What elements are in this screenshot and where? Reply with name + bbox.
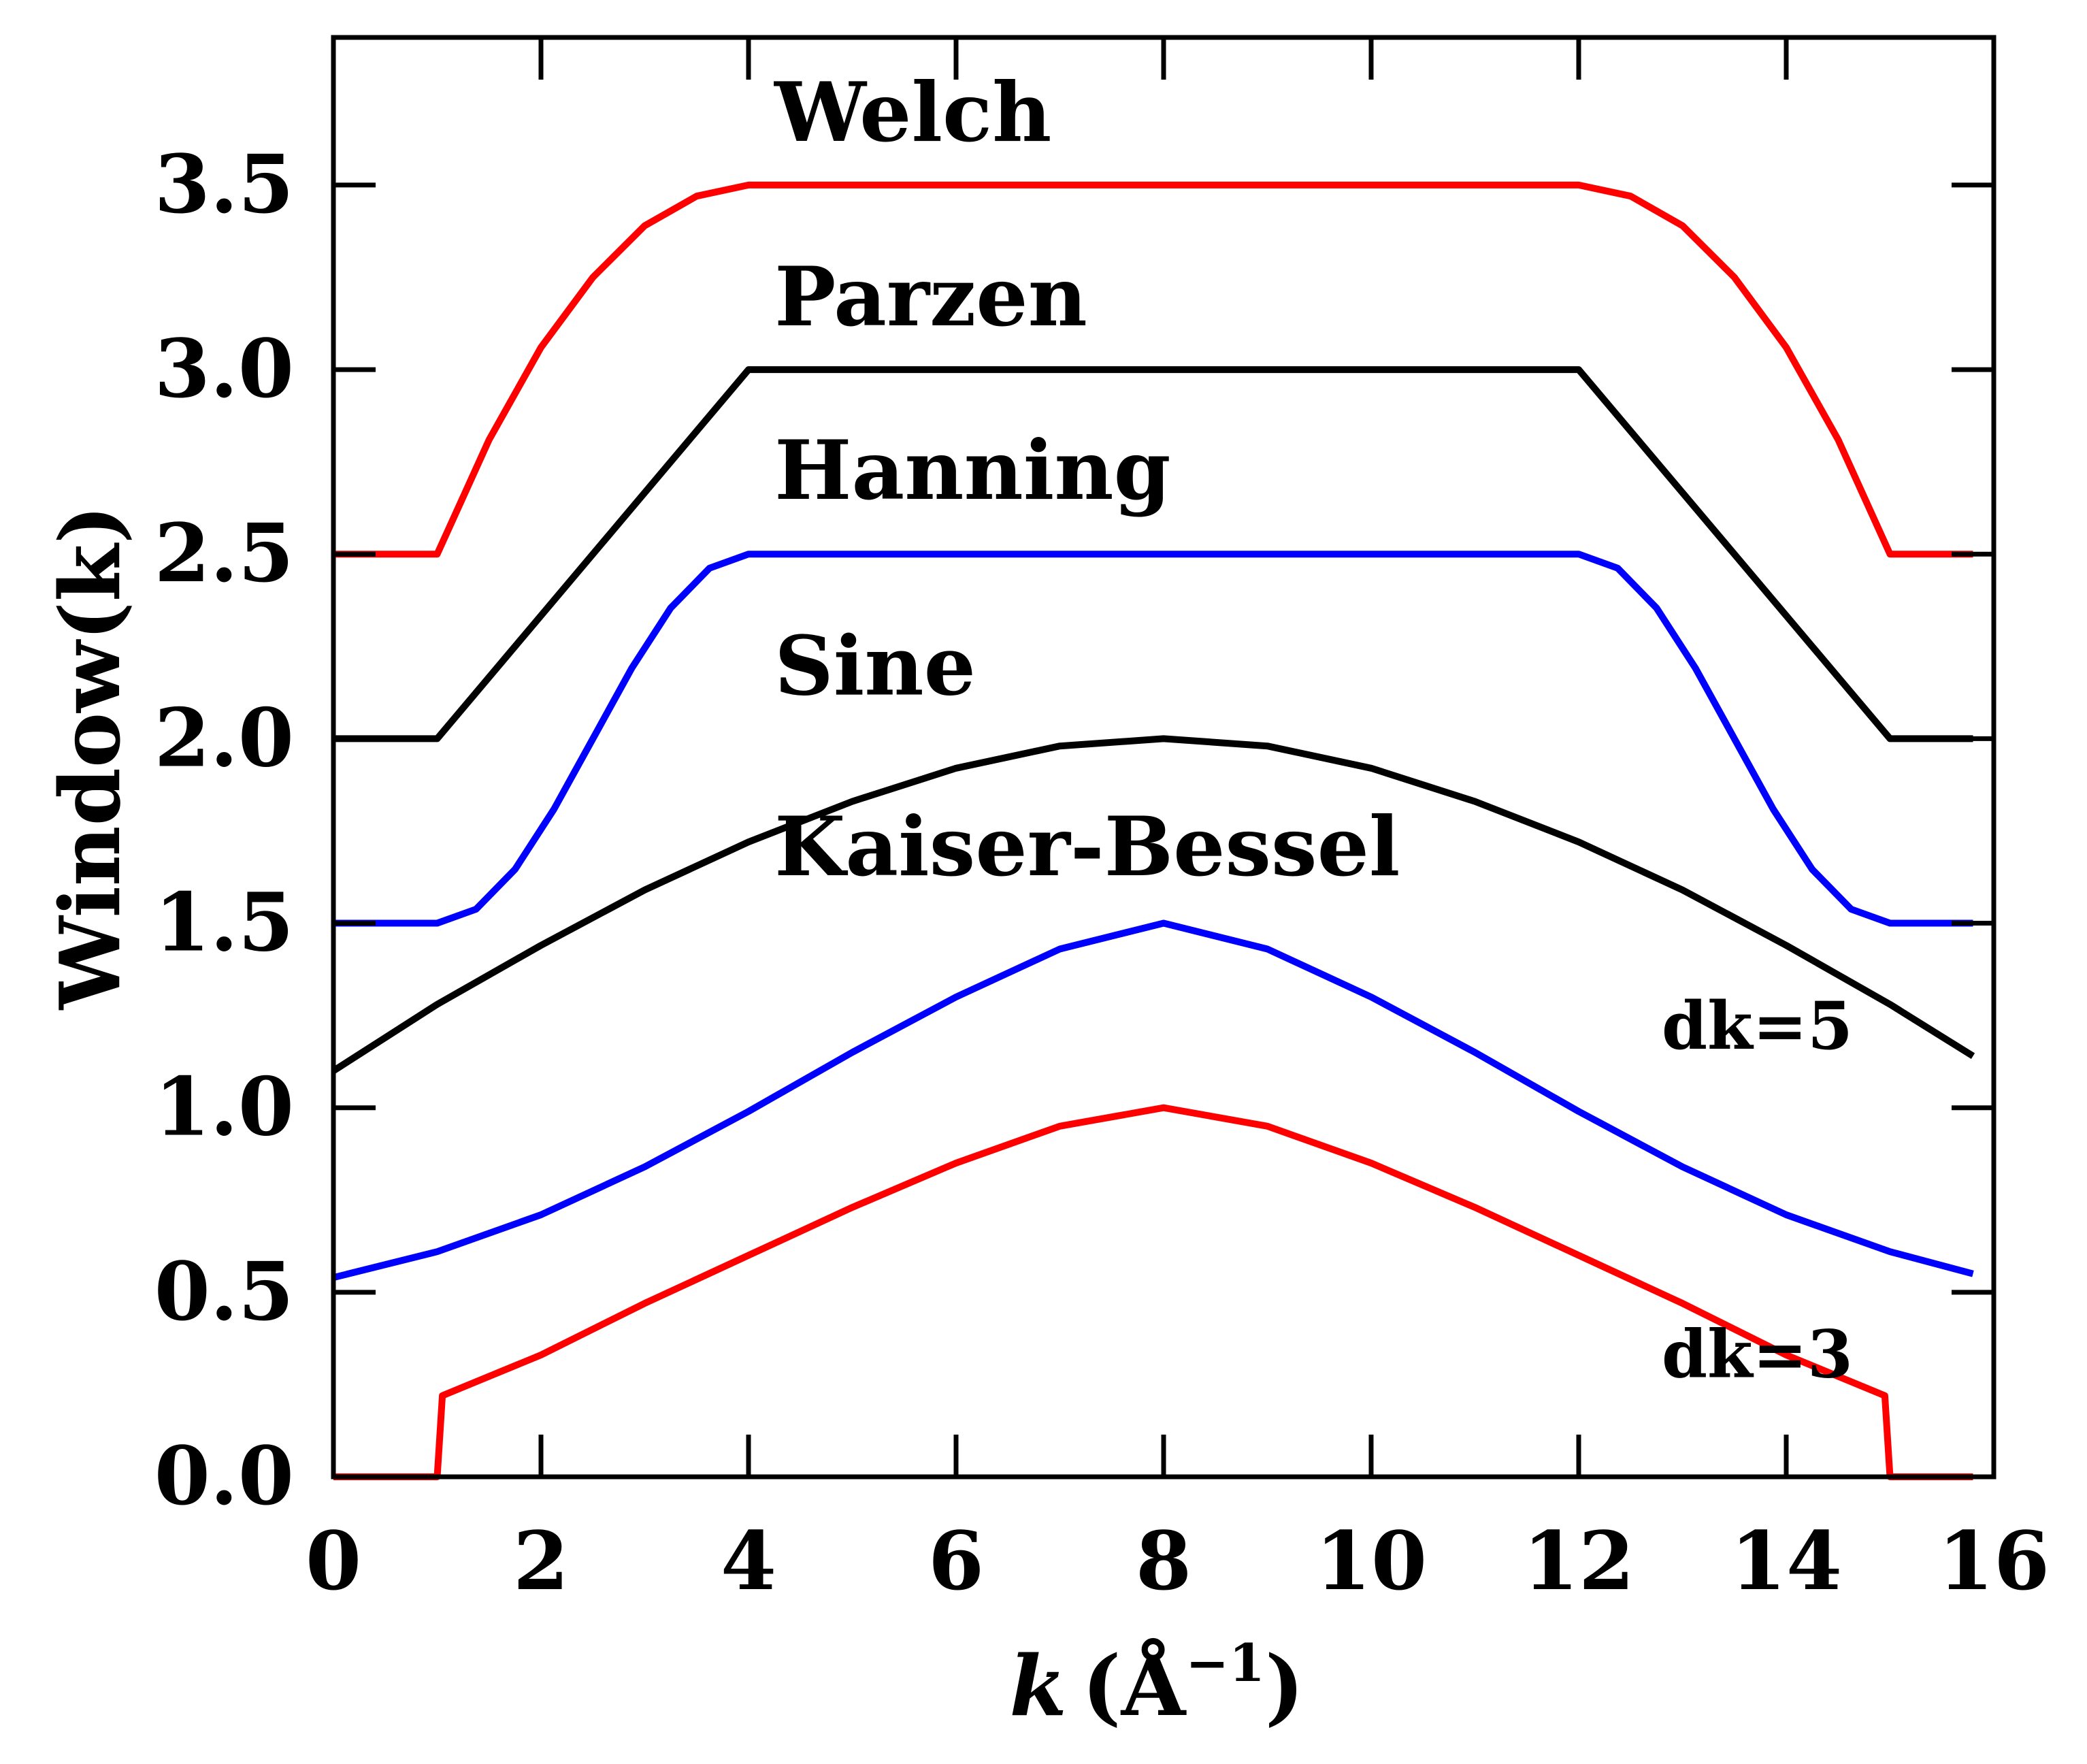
series-line-5 [332,919,1974,1281]
series-line-1 [333,181,1973,558]
y-tick-label: 0.0 [154,1428,294,1523]
x-axis-title: k (Å−1) [1009,1633,1304,1735]
y-tick-label: 3.0 [154,321,294,416]
curve-annotation: dk=3 [1662,1316,1853,1393]
curve-annotation: Sine [774,618,976,714]
x-tick-label: 4 [721,1514,776,1608]
curve-annotation: Parzen [774,249,1087,345]
y-tick-label: 3.5 [154,137,294,231]
series-line-2 [333,366,1973,742]
x-tick-label: 6 [928,1514,984,1608]
tick-labels-layer: 0 2 4 6 8 10 12 14 16 0.0 0.5 1.0 1.5 2.0 2.5 3.0 3.5 [154,137,2050,1608]
x-tick-label: 14 [1730,1514,1842,1608]
x-tick-label: 12 [1523,1514,1634,1608]
y-tick-label: 1.0 [154,1060,294,1154]
x-tick-label: 0 [306,1514,361,1608]
y-tick-label: 0.5 [154,1244,294,1339]
y-tick-label: 2.0 [154,690,294,785]
x-tick-label: 16 [1938,1514,2050,1608]
curve-annotation: dk=5 [1662,987,1853,1064]
series-line-3 [333,551,1973,927]
x-axis-unit-close: ) [1265,1637,1304,1735]
y-tick-label: 1.5 [154,875,294,970]
y-axis-title: Window(k) [41,505,139,1011]
curve-annotation: Hanning [774,423,1170,519]
x-tick-label: 2 [513,1514,569,1608]
x-tick-label: 10 [1315,1514,1427,1608]
x-axis-variable: k [1009,1637,1067,1735]
curves-layer [331,181,1975,1480]
curve-annotation: Welch [773,65,1051,161]
ticks-layer [333,37,1994,1477]
x-axis-unit-exponent: −1 [1185,1633,1265,1693]
plot-frame [331,35,1996,1480]
x-tick-label: 8 [1136,1514,1192,1608]
series-line-4 [331,735,1975,1074]
curve-annotation: Kaiser-Bessel [774,799,1400,895]
x-axis-unit: (Å [1082,1637,1187,1735]
annotations-layer: Welch Parzen Hanning Sine Kaiser-Bessel dk=5 d… [773,65,1853,1393]
y-tick-label: 2.5 [154,506,294,600]
series-line-6 [333,1104,1973,1480]
